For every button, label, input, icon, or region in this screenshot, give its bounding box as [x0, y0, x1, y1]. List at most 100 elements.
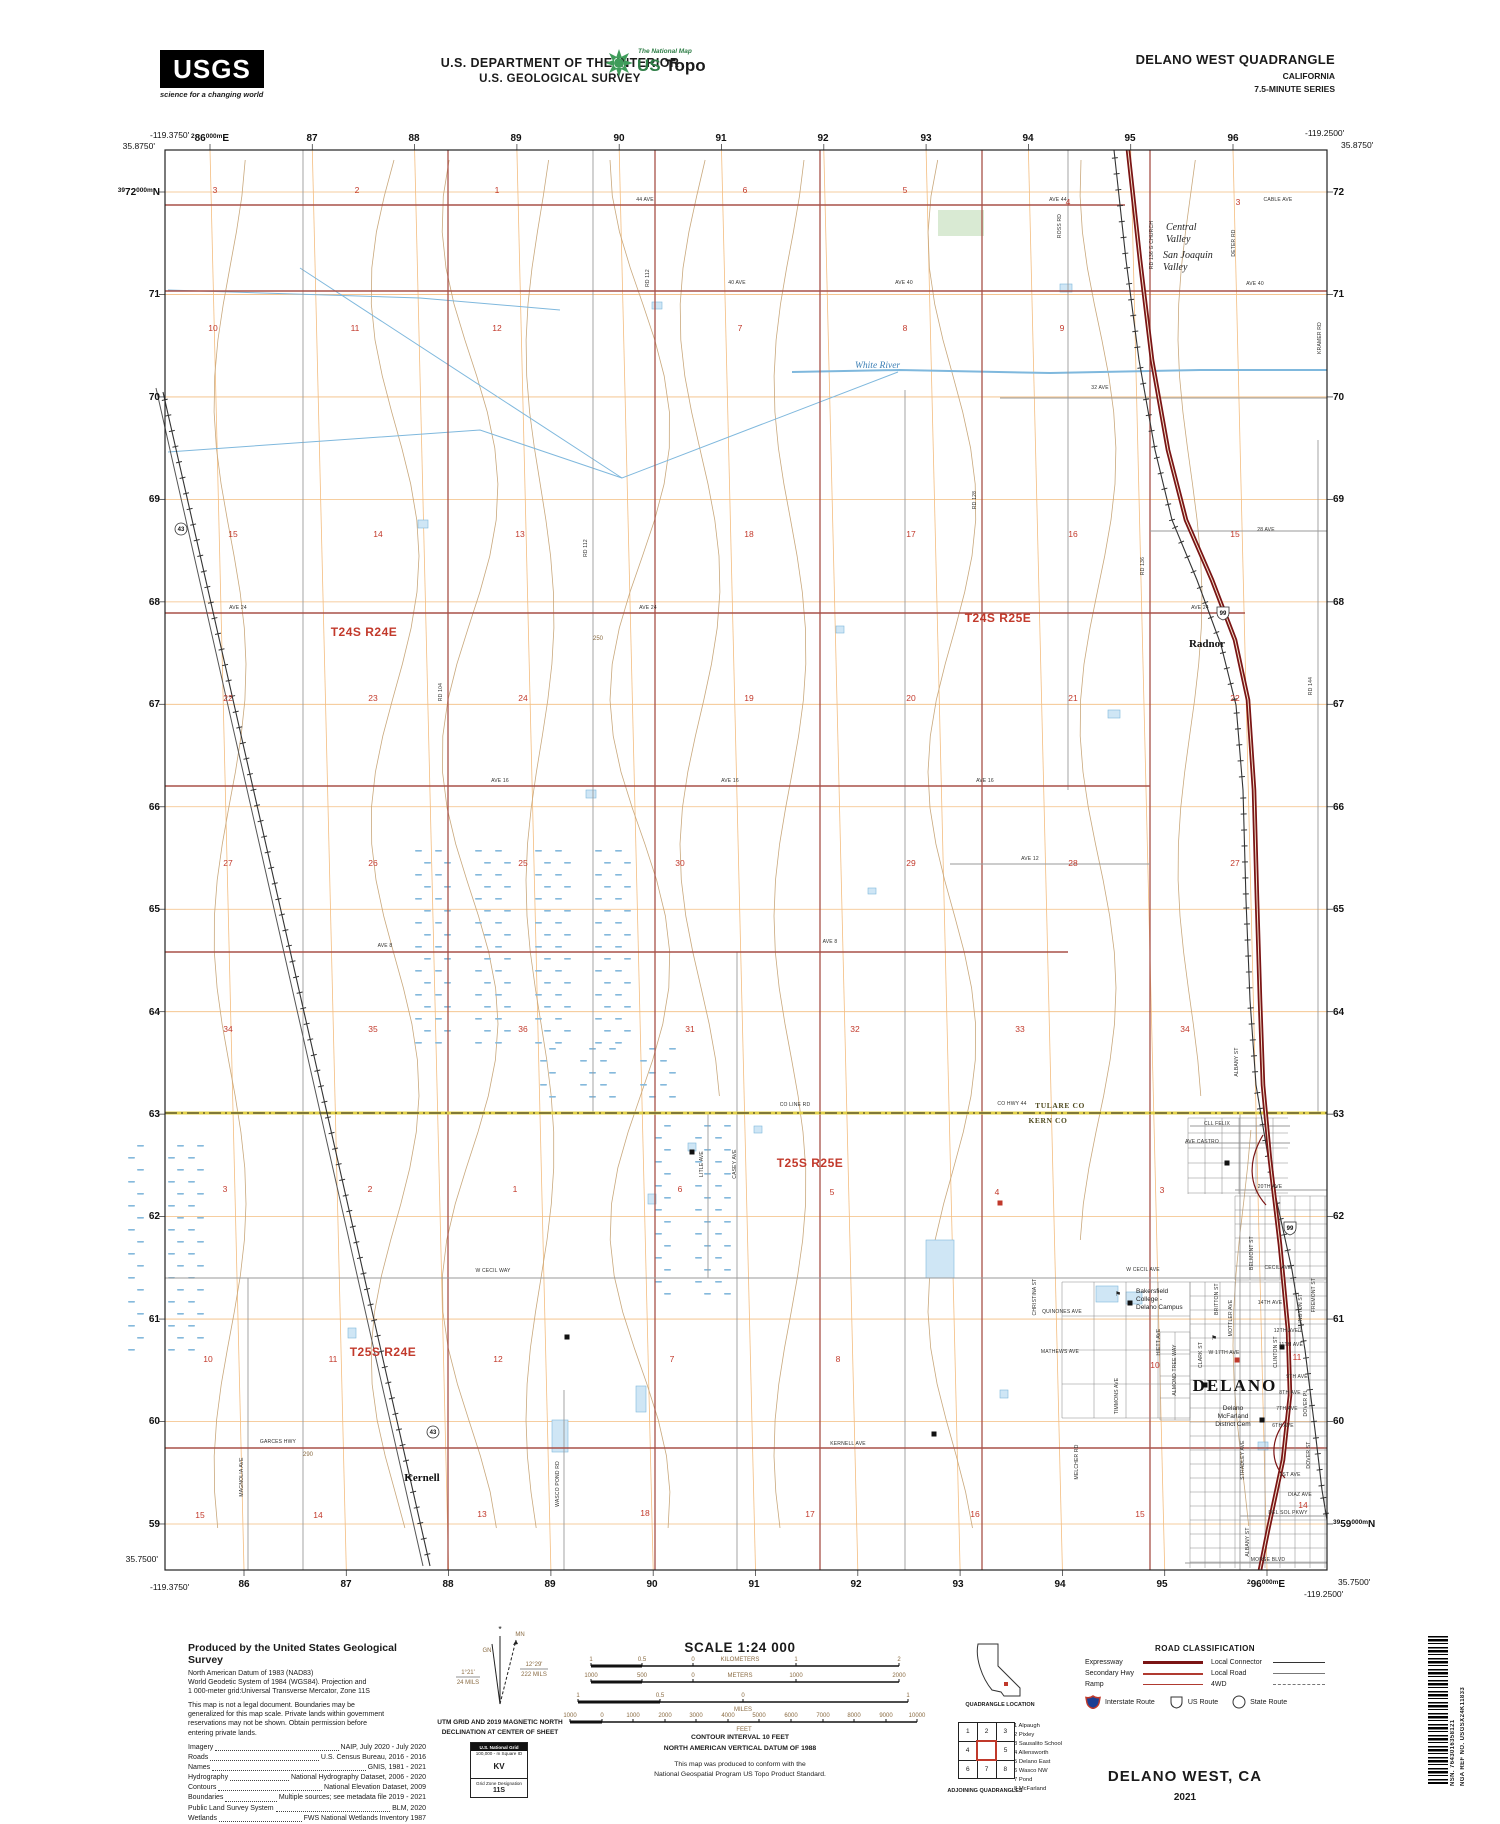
- rail-tick: [197, 555, 203, 556]
- contour-line: [214, 160, 246, 1528]
- northing-label: 69: [1333, 494, 1345, 505]
- road-label: W CECIL AVE: [1126, 1267, 1160, 1273]
- marsh-symbol: [415, 1042, 422, 1044]
- usng-title: U.S. National Grid: [471, 1743, 527, 1751]
- rail-tick: [346, 1210, 352, 1211]
- rail-tick: [279, 914, 285, 915]
- marsh-symbol: [704, 1293, 711, 1295]
- poi-label: McFarland: [1218, 1413, 1249, 1420]
- rail-tick: [350, 1226, 356, 1227]
- marsh-symbol: [197, 1193, 204, 1195]
- section-number: 5: [830, 1187, 835, 1197]
- marsh-symbol: [197, 1241, 204, 1243]
- adjoining-quad-3: 3: [996, 1723, 1015, 1742]
- rail-tick: [1162, 488, 1168, 489]
- road-label: AVE 16: [721, 778, 739, 784]
- marsh-symbol: [695, 1209, 702, 1211]
- section-number: 18: [640, 1508, 650, 1518]
- adjoining-quad-name: 4 Allensworth: [1014, 1749, 1062, 1758]
- marsh-symbol: [168, 1301, 175, 1303]
- marsh-symbol: [435, 970, 442, 972]
- marsh-symbol: [535, 1042, 542, 1044]
- rail-tick: [1115, 189, 1121, 190]
- section-number: 3: [223, 1184, 228, 1194]
- road-label: BRITTON ST: [1214, 1283, 1220, 1315]
- section-number: 11: [351, 323, 360, 333]
- rail-tick: [204, 586, 210, 587]
- scale-bar-value: 0: [600, 1713, 604, 1719]
- adjoining-quad-8: 8: [996, 1760, 1015, 1779]
- easting-label: 87: [306, 133, 318, 144]
- marsh-symbol: [197, 1337, 204, 1339]
- ramp: [1252, 1135, 1266, 1205]
- marsh-symbol: [435, 946, 442, 948]
- section-number: 3: [213, 185, 218, 195]
- marsh-symbol: [475, 874, 482, 876]
- marsh-symbol: [128, 1253, 135, 1255]
- marsh-symbol: [128, 1157, 135, 1159]
- marsh-symbol: [724, 1245, 731, 1247]
- scale-bar-value: 10000: [909, 1713, 926, 1719]
- poi-label: Delano Campus: [1136, 1304, 1183, 1311]
- marsh-symbol: [435, 994, 442, 996]
- contour-elevation-label: 250: [593, 636, 604, 642]
- section-number: 14: [1298, 1500, 1308, 1510]
- canal: [168, 430, 622, 478]
- section-number: 30: [675, 858, 685, 868]
- road-label: CASEY AVE: [732, 1149, 738, 1179]
- marsh-symbol: [177, 1169, 184, 1171]
- rail-tick: [1323, 1513, 1329, 1514]
- northing-label: 63: [149, 1109, 161, 1120]
- rail-tick: [180, 477, 186, 478]
- road-label: DOVER ST: [1306, 1441, 1312, 1468]
- road-label: 1ST AVE: [1279, 1472, 1301, 1478]
- rail-tick: [1220, 652, 1226, 653]
- northing-label: 60: [149, 1416, 161, 1427]
- section-number: 22: [223, 693, 233, 703]
- marsh-symbol: [609, 1072, 616, 1074]
- marsh-symbol: [695, 1137, 702, 1139]
- northing-label: 61: [1333, 1314, 1345, 1325]
- section-number: 34: [223, 1024, 233, 1034]
- rail-tick: [322, 1101, 328, 1102]
- road-label: GARCES HWY: [260, 1439, 297, 1445]
- section-number: 14: [313, 1510, 323, 1520]
- northing-label: 64: [1333, 1007, 1345, 1018]
- marsh-symbol: [595, 970, 602, 972]
- marsh-symbol: [615, 1018, 622, 1020]
- scale-title: SCALE 1:24 000: [560, 1640, 920, 1655]
- marsh-symbol: [655, 1161, 662, 1163]
- marsh-symbol: [564, 886, 571, 888]
- marsh-symbol: [544, 982, 551, 984]
- marsh-symbol: [177, 1337, 184, 1339]
- marsh-symbol: [655, 1137, 662, 1139]
- contour-line: [680, 160, 720, 1096]
- marsh-symbol: [615, 850, 622, 852]
- rail-tick: [300, 1008, 306, 1009]
- marsh-symbol: [128, 1229, 135, 1231]
- rail-tick: [421, 1538, 427, 1539]
- easting-label: 87: [340, 1579, 352, 1590]
- corner-coordinate: 35.8750': [1341, 140, 1374, 150]
- marsh-symbol: [484, 1030, 491, 1032]
- marsh-symbol: [188, 1229, 195, 1231]
- easting-label: 93: [952, 1579, 964, 1590]
- usng-sub: 100,000 - m Square ID: [471, 1751, 527, 1756]
- marsh-symbol: [695, 1233, 702, 1235]
- easting-label: 88: [442, 1579, 454, 1590]
- rail-tick: [169, 430, 175, 431]
- marsh-symbol: [197, 1313, 204, 1315]
- road-label: FREMONT ST: [1311, 1278, 1317, 1312]
- marsh-symbol: [604, 982, 611, 984]
- road-label: DETER RD: [1231, 229, 1237, 256]
- marsh-symbol: [724, 1125, 731, 1127]
- utm-easting-line: [926, 150, 960, 1570]
- pond: [836, 626, 844, 633]
- northing-label: 67: [149, 699, 161, 710]
- marsh-symbol: [655, 1257, 662, 1259]
- rail-tick: [247, 774, 253, 775]
- road-label: STRADLEY AVE: [1240, 1440, 1246, 1480]
